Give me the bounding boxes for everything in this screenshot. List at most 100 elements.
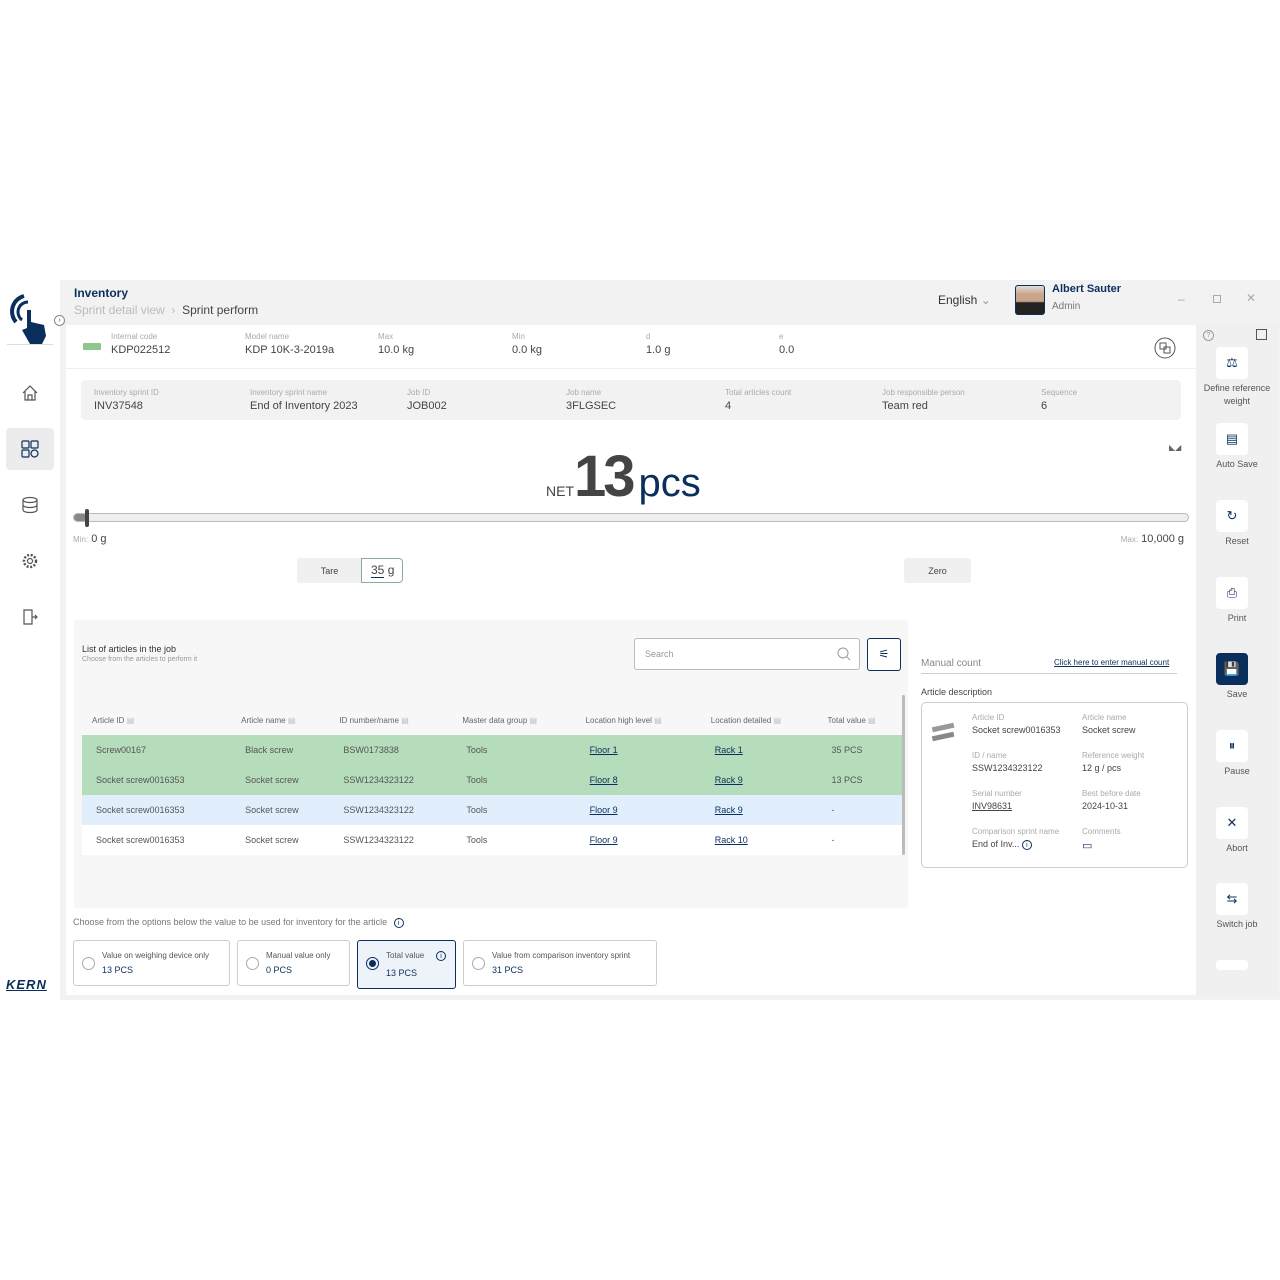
inventory-value-option[interactable]: Manual value only 0 PCS	[237, 940, 350, 986]
column-header[interactable]: Master data group ▤	[462, 715, 538, 725]
switch-job-button[interactable]: ⇆	[1216, 883, 1248, 915]
table-row[interactable]: Screw00167 Black screw BSW0173838 Tools Floo…	[82, 735, 902, 765]
table-cell: -	[817, 795, 902, 825]
expand-sidebar-button[interactable]: ›	[54, 315, 65, 326]
table-row[interactable]: Socket screw0016353 Socket screw SSW123432…	[82, 765, 902, 795]
close-button[interactable]: ✕	[1246, 291, 1257, 305]
articles-table: Article ID ▤ Article name ▤ ID number/name…	[82, 705, 902, 855]
table-cell: Black screw	[231, 735, 330, 765]
table-cell: Rack 9	[700, 795, 818, 825]
weight-value: 13	[574, 444, 635, 509]
filter-icon: ⚟	[878, 647, 890, 661]
device-field: d 1.0 g	[646, 332, 671, 356]
tare-input[interactable]: 35 g	[361, 558, 403, 583]
column-header[interactable]: Location detailed ▤	[710, 715, 782, 725]
column-header[interactable]: Location high level ▤	[585, 715, 662, 725]
location-link[interactable]: Rack 9	[714, 775, 743, 785]
table-cell: Socket screw	[231, 825, 330, 855]
inventory-value-option[interactable]: Total value i 13 PCS	[357, 940, 456, 989]
info-icon[interactable]: i	[436, 951, 446, 961]
location-link[interactable]: Floor 1	[589, 745, 618, 755]
comment-icon[interactable]: ▭	[1082, 840, 1093, 852]
articles-title: List of articles in the job	[82, 644, 177, 654]
table-cell: Socket screw0016353	[82, 795, 232, 825]
articles-panel: List of articles in the job Choose from …	[74, 620, 908, 908]
table-cell: Socket screw	[231, 765, 330, 795]
divider	[921, 673, 1177, 674]
location-link[interactable]: Rack 9	[714, 805, 743, 815]
print-icon: ⎙	[1226, 585, 1238, 600]
table-cell: BSW0173838	[329, 735, 453, 765]
location-link[interactable]: Rack 1	[714, 745, 743, 755]
location-link[interactable]: Rack 10	[714, 835, 748, 845]
column-header[interactable]: ID number/name ▤	[339, 715, 409, 725]
radio-button[interactable]	[82, 957, 95, 970]
radio-button[interactable]	[366, 957, 379, 970]
define-weight-button[interactable]: ⚖	[1216, 347, 1248, 379]
table-cell: Rack 10	[700, 825, 818, 855]
pause-button[interactable]: ⏸	[1216, 730, 1248, 762]
info-icon[interactable]: i	[1021, 840, 1032, 850]
weight-display: NET13 pcs	[546, 443, 746, 510]
zero-button[interactable]: Zero	[904, 558, 971, 583]
article-description-card: Article ID Socket screw0016353 Article nam…	[921, 702, 1188, 868]
fullscreen-icon[interactable]	[1256, 329, 1267, 340]
location-link[interactable]: Floor 9	[589, 805, 618, 815]
minimize-button[interactable]: –	[1178, 292, 1185, 306]
save-icon: 💾	[1223, 661, 1241, 676]
column-header[interactable]: Article ID ▤	[92, 715, 135, 725]
radio-button[interactable]	[472, 957, 485, 970]
collapse-icon[interactable]: ◣◢	[1169, 443, 1182, 452]
table-cell: 35 PCS	[817, 735, 902, 765]
search-input[interactable]: Search	[634, 638, 860, 670]
table-scrollbar[interactable]	[902, 695, 905, 855]
action-rail: ? ⚖ Define reference weight ▤ Auto Save ↻ Res…	[1196, 325, 1278, 995]
search-icon[interactable]	[837, 647, 851, 661]
main-content: Internal code KDP022512 Model name KDP 10K-…	[66, 325, 1196, 995]
breadcrumb-current: Sprint perform	[182, 303, 259, 317]
manual-count-link[interactable]: Click here to enter manual count	[1054, 658, 1170, 667]
nav-database[interactable]	[6, 484, 54, 526]
maximize-button[interactable]	[1213, 295, 1221, 303]
help-icon[interactable]: ?	[1203, 330, 1214, 341]
action-label: Abort	[1226, 843, 1248, 853]
table-row[interactable]: Socket screw0016353 Socket screw SSW123432…	[82, 795, 902, 825]
description-field: ID / name SSW1234323122	[972, 751, 1043, 773]
nav-home[interactable]	[6, 372, 54, 414]
column-header[interactable]: Article name ▤	[241, 715, 296, 725]
save-button[interactable]: 💾	[1216, 653, 1248, 685]
max-weight: Max: 10,000 g	[1120, 533, 1184, 545]
nav-dashboard[interactable]	[6, 428, 54, 470]
serial-number-link[interactable]: INV98631	[972, 801, 1013, 811]
auto-save-button[interactable]: ▤	[1216, 423, 1248, 455]
divider	[7, 344, 53, 345]
description-field: Serial number INV98631	[972, 789, 1022, 811]
tare-button[interactable]: Tare	[297, 558, 362, 583]
avatar[interactable]	[1015, 285, 1045, 315]
filter-button[interactable]: ⚟	[867, 638, 901, 671]
info-icon[interactable]: i	[393, 918, 404, 928]
table-row[interactable]: Socket screw0016353 Socket screw SSW123432…	[82, 825, 902, 855]
options-prompt: Choose from the options below the value …	[73, 917, 404, 928]
action-label: Auto Save	[1216, 459, 1258, 469]
inventory-value-option[interactable]: Value on weighing device only 13 PCS	[73, 940, 230, 986]
filter-column-icon: ▤	[401, 715, 409, 725]
language-select[interactable]: English ⌄	[938, 293, 991, 307]
location-link[interactable]: Floor 9	[589, 835, 618, 845]
sprint-field: Total articles count 4	[725, 388, 792, 412]
location-link[interactable]: Floor 8	[589, 775, 618, 785]
nav-logout[interactable]	[6, 596, 54, 638]
nav-settings[interactable]	[6, 540, 54, 582]
more-actions-button[interactable]	[1216, 960, 1248, 970]
reset-button[interactable]: ↻	[1216, 500, 1248, 532]
switch-device-icon[interactable]	[1154, 337, 1176, 359]
abort-button[interactable]: ✕	[1216, 807, 1248, 839]
breadcrumb-sprint-detail[interactable]: Sprint detail view	[74, 303, 165, 317]
home-icon	[22, 385, 38, 401]
column-header[interactable]: Total value ▤	[827, 715, 876, 725]
device-field: e 0.0	[779, 332, 795, 356]
inventory-value-option[interactable]: Value from comparison inventory sprint 31…	[463, 940, 657, 986]
print-button[interactable]: ⎙	[1216, 577, 1248, 609]
radio-button[interactable]	[246, 957, 259, 970]
description-field: Comments ▭	[1082, 827, 1121, 852]
